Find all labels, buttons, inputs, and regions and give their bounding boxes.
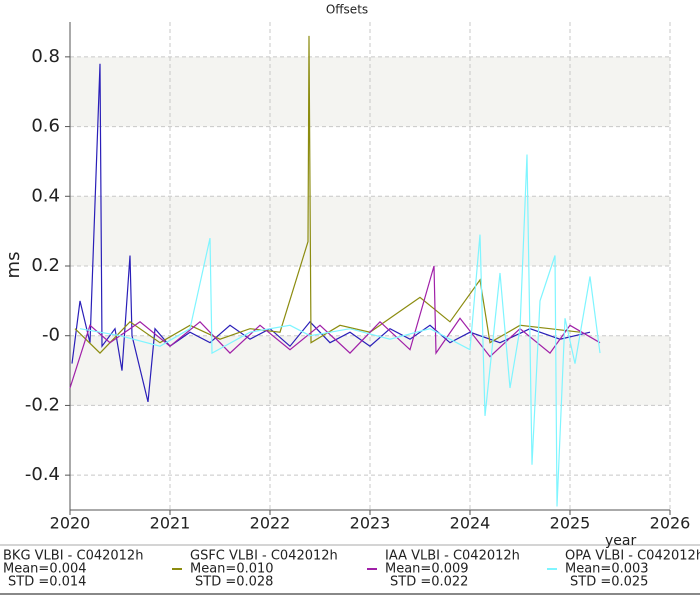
series-line <box>71 63 591 403</box>
y-tick-label: 0.2 <box>31 255 60 276</box>
legend-label: IAA VLBI - C042012h <box>385 549 520 564</box>
legend-mean: Mean=0.009 <box>385 562 469 577</box>
legend-label: BKG VLBI - C042012h <box>3 549 143 564</box>
legend-std: STD =0.014 <box>8 575 86 590</box>
x-tick-label: 2021 <box>150 514 191 533</box>
y-axis-title: ms <box>3 252 24 279</box>
series-line <box>69 265 601 389</box>
legend-mean: Mean=0.003 <box>565 562 649 577</box>
x-tick-label: 2026 <box>650 514 691 533</box>
y-tick-label: 0.6 <box>31 116 60 137</box>
x-tick-label: 2020 <box>50 514 91 533</box>
legend-std: STD =0.022 <box>390 575 468 590</box>
legend-std: STD =0.025 <box>570 575 648 590</box>
y-tick-label: 0.8 <box>31 46 60 67</box>
legend-label: GSFC VLBI - C042012h <box>190 549 338 564</box>
x-tick-label: 2022 <box>250 514 291 533</box>
x-tick-label: 2023 <box>350 514 391 533</box>
y-tick-label: 0.4 <box>31 185 60 206</box>
chart-title: Offsets <box>326 3 368 17</box>
y-tick-label: -0.4 <box>25 464 60 485</box>
series-line <box>74 35 581 354</box>
x-tick-label: 2025 <box>550 514 591 533</box>
series-line <box>79 154 601 507</box>
legend-label: OPA VLBI - C042012h <box>565 549 700 564</box>
y-tick-label: -0.2 <box>25 394 60 415</box>
legend-mean: Mean=0.010 <box>190 562 274 577</box>
x-tick-label: 2024 <box>450 514 491 533</box>
legend-std: STD =0.028 <box>195 575 273 590</box>
legend-mean: Mean=0.004 <box>3 562 87 577</box>
x-axis-title: year <box>605 533 636 549</box>
y-tick-label: -0 <box>42 325 60 346</box>
